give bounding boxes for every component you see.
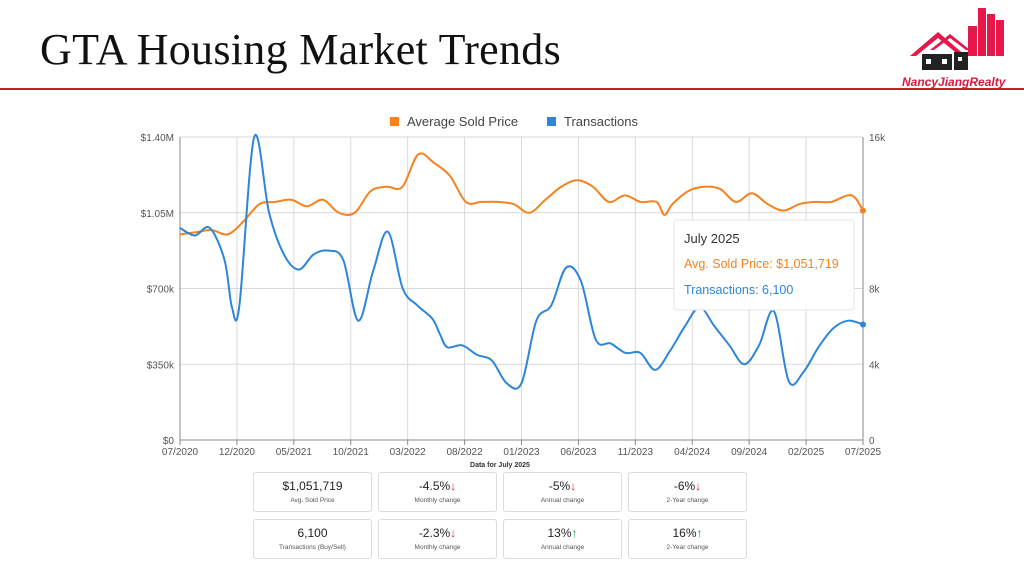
stat-card: -6%↓ 2-Year change [628, 472, 747, 512]
legend-swatch [390, 117, 399, 126]
x-tick-label: 09/2024 [731, 447, 768, 458]
stat-value: -6%↓ [673, 479, 702, 493]
x-tick-label: 08/2022 [447, 447, 484, 458]
arrow-up-icon: ↑ [696, 526, 703, 540]
right-tick-label: 4k [869, 360, 881, 371]
stat-value: 16%↑ [672, 526, 703, 540]
stat-label: Monthly change [414, 544, 461, 551]
right-tick-label: 16k [869, 133, 886, 144]
x-tick-label: 12/2020 [219, 447, 256, 458]
series-end-point [860, 207, 866, 214]
x-tick-label: 04/2024 [674, 447, 711, 458]
arrow-down-icon: ↓ [450, 526, 457, 540]
legend-label: Transactions [564, 114, 638, 129]
logo-text: NancyJiangRealty [902, 75, 1006, 89]
right-tick-label: 0 [869, 436, 875, 447]
stat-card: -4.5%↓ Monthly change [378, 472, 497, 512]
tooltip-transactions: Transactions: 6,100 [684, 283, 793, 297]
tooltip-title: July 2025 [684, 231, 740, 246]
left-tick-label: $1.40M [141, 133, 174, 144]
x-tick-label: 03/2022 [390, 447, 427, 458]
left-tick-label: $0 [163, 436, 175, 447]
stat-value: $1,051,719 [282, 479, 343, 493]
stat-value: 6,100 [297, 526, 328, 540]
legend-swatch [547, 117, 556, 126]
stat-label: Transactions (Buy/Sell) [279, 544, 346, 551]
arrow-down-icon: ↓ [695, 479, 702, 493]
arrow-down-icon: ↓ [450, 479, 457, 493]
stat-label: 2-Year change [666, 544, 709, 551]
x-tick-label: 02/2025 [788, 447, 825, 458]
arrow-down-icon: ↓ [570, 479, 577, 493]
left-tick-label: $350k [147, 360, 175, 371]
data-for-label: Data for July 2025 [470, 462, 530, 469]
stat-label: Annual change [540, 544, 585, 551]
stat-label: 2-Year change [666, 497, 709, 504]
x-tick-label: 05/2021 [276, 447, 313, 458]
trend-chart: $0 $350k $700k $1.05M $1.40M 0 4k 8k 16k 07/2020 1… [141, 114, 886, 458]
x-tick-label: 01/2023 [503, 447, 540, 458]
logo-icon [910, 8, 1004, 70]
x-tick-label: 10/2021 [333, 447, 370, 458]
left-tick-label: $1.05M [141, 209, 174, 220]
stat-card: 13%↑ Annual change [503, 519, 622, 559]
stat-label: Monthly change [414, 497, 461, 504]
stat-card: -5%↓ Annual change [503, 472, 622, 512]
arrow-up-icon: ↑ [571, 526, 578, 540]
x-tick-label: 06/2023 [560, 447, 597, 458]
right-tick-label: 8k [869, 285, 881, 296]
series-line-transactions [179, 133, 864, 390]
tooltip-price: Avg. Sold Price: $1,051,719 [684, 257, 839, 271]
stat-value: -2.3%↓ [418, 526, 457, 540]
title-divider [0, 88, 1024, 90]
stat-value: -4.5%↓ [418, 479, 457, 493]
stat-label: Avg. Sold Price [290, 497, 335, 504]
stat-card: 16%↑ 2-Year change [628, 519, 747, 559]
stat-value: 13%↑ [547, 526, 578, 540]
x-tick-label: 07/2025 [845, 447, 882, 458]
stat-card: -2.3%↓ Monthly change [378, 519, 497, 559]
series-line-price [179, 152, 864, 236]
tooltip-box [673, 219, 855, 311]
stat-card: 6,100 Transactions (Buy/Sell) [253, 519, 372, 559]
left-tick-label: $700k [147, 285, 175, 296]
x-tick-label: 11/2023 [618, 447, 654, 458]
legend-label: Average Sold Price [407, 114, 518, 129]
series-end-point [860, 321, 866, 328]
stat-label: Annual change [540, 497, 585, 504]
stat-card: $1,051,719 Avg. Sold Price [253, 472, 372, 512]
page-title: GTA Housing Market Trends [40, 25, 561, 74]
stat-value: -5%↓ [548, 479, 577, 493]
x-tick-label: 07/2020 [162, 447, 199, 458]
